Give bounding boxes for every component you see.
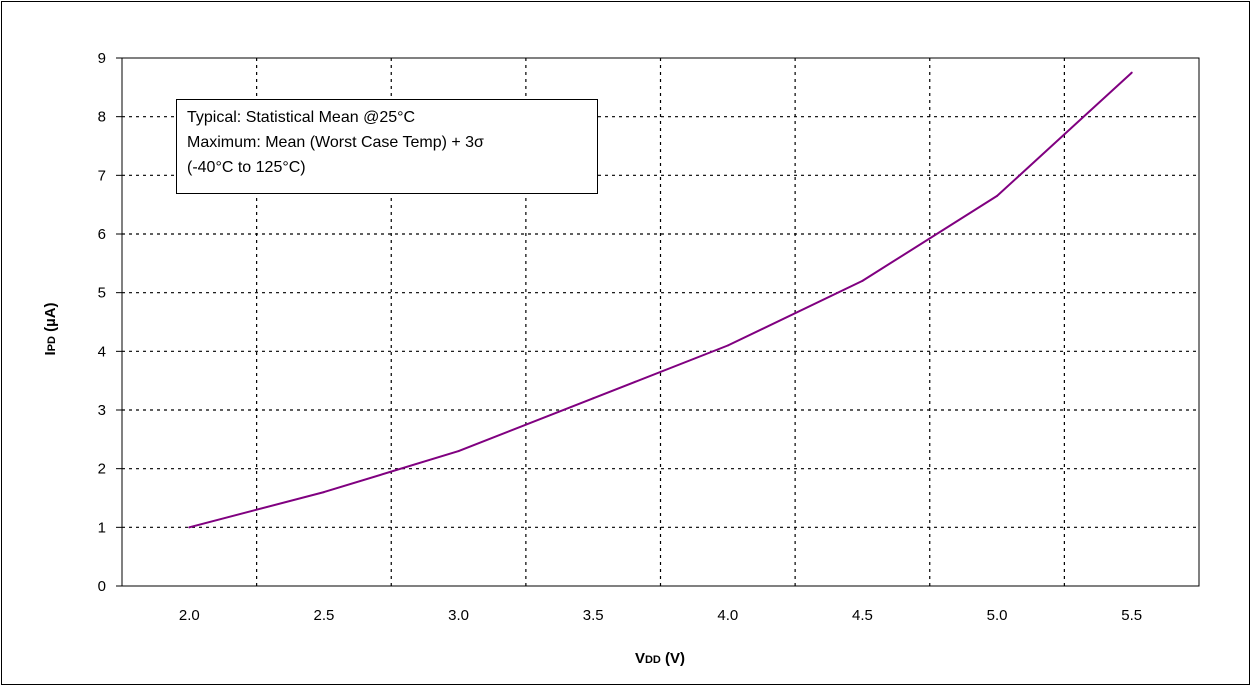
- legend-line-maximum: Maximum: Mean (Worst Case Temp) + 3σ: [187, 130, 587, 155]
- data-point: [323, 491, 325, 493]
- x-tick-label: 2.0: [179, 607, 200, 624]
- y-axis-ticks: 0 1 2 3 4 5 6 7 8 9: [98, 50, 122, 595]
- legend-line-temp-range: (-40°C to 125°C): [187, 155, 587, 180]
- y-tick-label: 6: [98, 226, 106, 243]
- x-tick-label: 2.5: [314, 607, 335, 624]
- x-axis-ticks: 2.0 2.5 3.0 3.5 4.0 4.5 5.0 5.5: [179, 607, 1142, 624]
- y-tick-label: 7: [98, 167, 106, 184]
- x-axis-title-unit: (V): [661, 650, 685, 667]
- y-axis-title: IPD (µA): [42, 302, 59, 355]
- x-tick-label: 5.5: [1121, 607, 1142, 624]
- data-point: [861, 280, 863, 282]
- x-tick-label: 5.0: [987, 607, 1008, 624]
- data-point: [592, 397, 594, 399]
- y-tick-label: 1: [98, 519, 106, 536]
- y-axis-title-unit: (µA): [42, 302, 59, 336]
- data-point: [727, 344, 729, 346]
- data-point: [996, 195, 998, 197]
- y-tick-label: 4: [98, 343, 106, 360]
- x-tick-label: 4.5: [852, 607, 873, 624]
- y-tick-label: 5: [98, 285, 106, 302]
- y-tick-label: 0: [98, 578, 106, 595]
- x-tick-label: 4.0: [717, 607, 738, 624]
- y-tick-label: 9: [98, 50, 106, 67]
- x-axis-title-sub: DD: [645, 654, 661, 666]
- y-axis-title-sub: PD: [46, 336, 58, 351]
- x-tick-label: 3.0: [448, 607, 469, 624]
- data-point: [188, 526, 190, 528]
- x-axis-title: VDD (V): [635, 650, 685, 667]
- y-tick-label: 8: [98, 109, 106, 126]
- x-axis-title-main: V: [635, 650, 645, 667]
- y-tick-label: 2: [98, 461, 106, 478]
- y-tick-label: 3: [98, 402, 106, 419]
- legend-box: Typical: Statistical Mean @25°C Maximum:…: [176, 99, 598, 194]
- data-point: [1131, 72, 1133, 74]
- data-point: [458, 450, 460, 452]
- x-tick-label: 3.5: [583, 607, 604, 624]
- legend-line-typical: Typical: Statistical Mean @25°C: [187, 105, 587, 130]
